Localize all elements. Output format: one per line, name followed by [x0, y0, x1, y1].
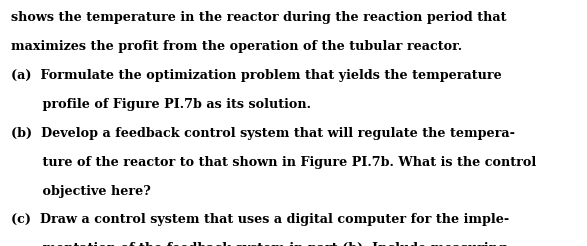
Text: mentation of the feedback system in part (b). Include measuring: mentation of the feedback system in part… — [11, 242, 507, 246]
Text: profile of Figure PI.7b as its solution.: profile of Figure PI.7b as its solution. — [11, 98, 311, 111]
Text: objective here?: objective here? — [11, 184, 150, 198]
Text: maximizes the profit from the operation of the tubular reactor.: maximizes the profit from the operation … — [11, 40, 462, 53]
Text: (b)  Develop a feedback control system that will regulate the tempera-: (b) Develop a feedback control system th… — [11, 127, 515, 140]
Text: (c)  Draw a control system that uses a digital computer for the imple-: (c) Draw a control system that uses a di… — [11, 214, 509, 226]
Text: shows the temperature in the reactor during the reaction period that: shows the temperature in the reactor dur… — [11, 11, 506, 24]
Text: (a)  Formulate the optimization problem that yields the temperature: (a) Formulate the optimization problem t… — [11, 69, 501, 82]
Text: ture of the reactor to that shown in Figure PI.7b. What is the control: ture of the reactor to that shown in Fig… — [11, 155, 536, 169]
